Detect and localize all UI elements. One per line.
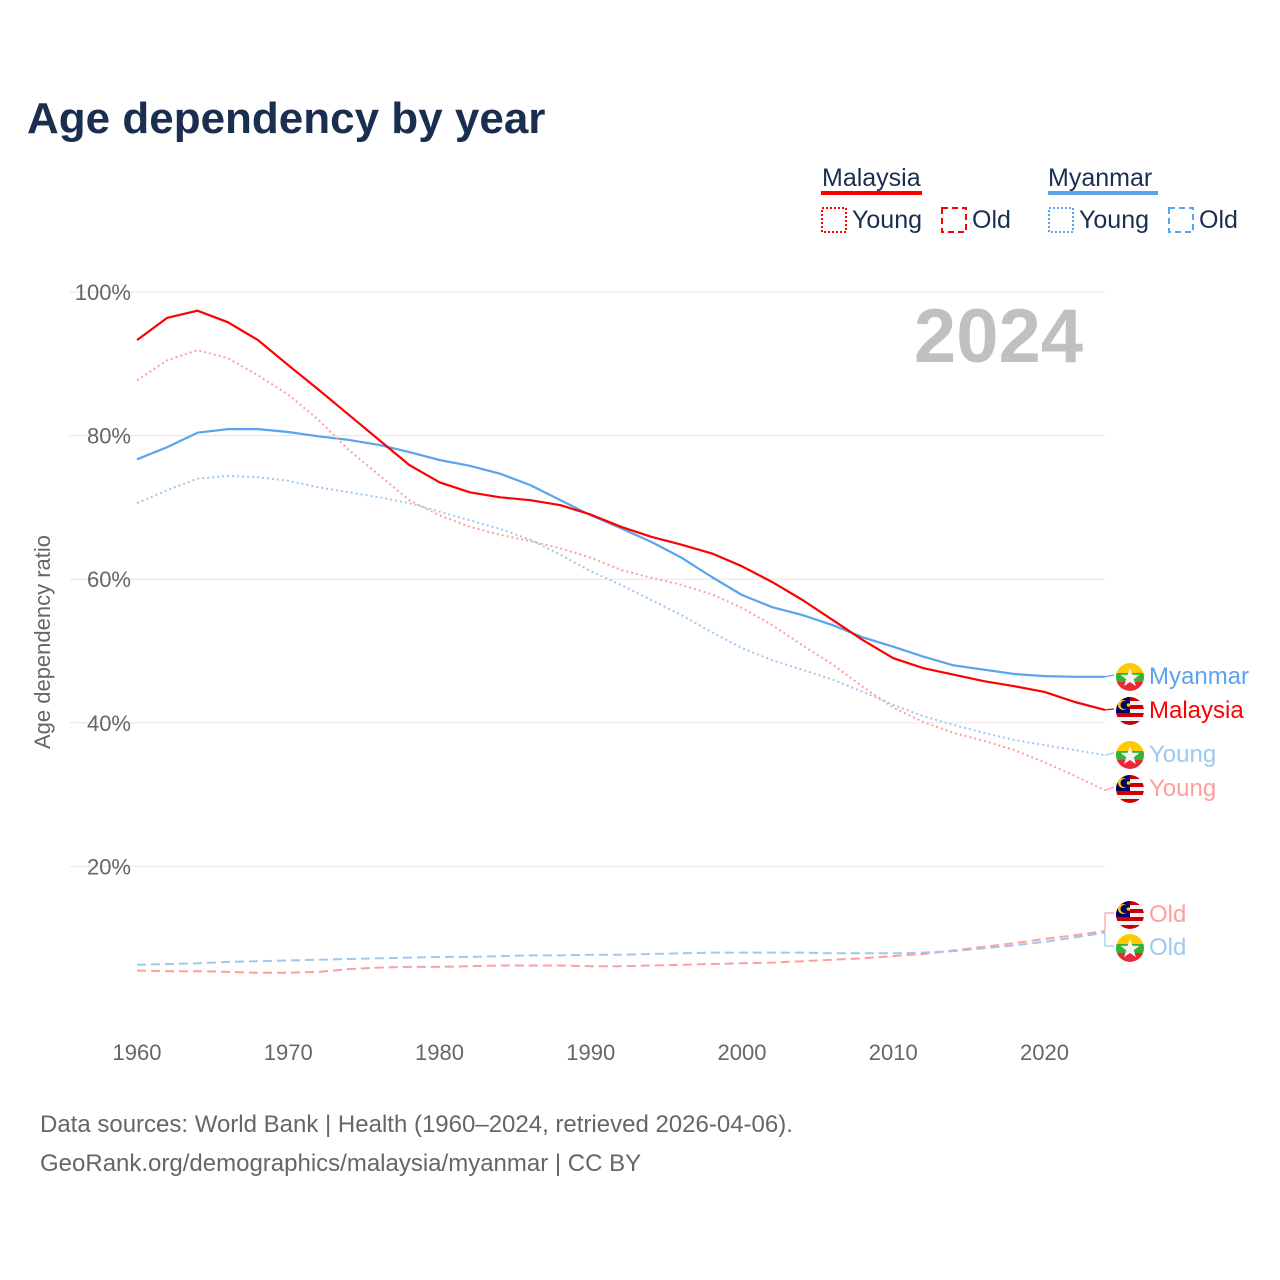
legend-malaysia-old[interactable]: Old xyxy=(972,206,1011,234)
x-tick-label: 2000 xyxy=(718,1040,767,1065)
legend-myanmar-old[interactable]: Old xyxy=(1199,206,1238,234)
series-line-myanmar-old[interactable] xyxy=(136,931,1106,966)
y-tick-label: 40% xyxy=(87,711,131,736)
myanmar-flag-icon xyxy=(1116,741,1144,769)
end-label-myanmar-old: Old xyxy=(1104,932,1186,962)
end-label-myanmar-young: Young xyxy=(1104,741,1216,769)
x-tick-label: 2020 xyxy=(1020,1040,1069,1065)
end-label-text: Old xyxy=(1149,934,1186,961)
label-connector xyxy=(1104,786,1115,791)
series-line-myanmar[interactable] xyxy=(136,428,1105,678)
legend-malaysia[interactable]: Malaysia xyxy=(822,164,921,192)
grid xyxy=(70,291,1105,867)
legend-myanmar-old-swatch xyxy=(1168,207,1194,233)
x-axis: 1960 1970 1980 1990 2000 2010 2020 xyxy=(113,1040,1069,1065)
myanmar-flag-icon xyxy=(1116,663,1144,691)
end-label-myanmar: Myanmar xyxy=(1104,663,1249,691)
legend-malaysia-young[interactable]: Young xyxy=(852,206,922,234)
legend-malaysia-line xyxy=(821,191,922,195)
series-line-malaysia-young[interactable] xyxy=(136,349,1106,792)
end-label-malaysia-old: Old xyxy=(1104,901,1186,932)
legend-myanmar-young-swatch xyxy=(1048,207,1074,233)
x-tick-label: 2010 xyxy=(869,1040,918,1065)
end-label-text: Malaysia xyxy=(1149,697,1244,724)
legend-myanmar[interactable]: Myanmar xyxy=(1048,164,1152,192)
legend-malaysia-young-swatch xyxy=(821,207,847,233)
y-tick-label: 80% xyxy=(87,424,131,449)
end-label-text: Myanmar xyxy=(1149,663,1249,690)
malaysia-flag-icon xyxy=(1116,697,1144,725)
y-tick-label: 20% xyxy=(87,854,131,879)
y-tick-label: 60% xyxy=(87,567,131,592)
label-connector xyxy=(1104,912,1114,932)
malaysia-flag-icon xyxy=(1116,901,1144,929)
malaysia-flag-icon xyxy=(1116,775,1144,803)
myanmar-flag-icon xyxy=(1116,934,1144,962)
label-connector xyxy=(1104,708,1115,711)
y-axis-label: Age dependency ratio xyxy=(30,535,55,749)
label-connector xyxy=(1104,752,1115,756)
series-lines xyxy=(136,309,1106,974)
series-line-myanmar-young[interactable] xyxy=(136,474,1106,757)
end-labels: Myanmar Malaysia Young Young Old Old xyxy=(1104,663,1249,962)
chart-title: Age dependency by year xyxy=(27,94,545,143)
x-tick-label: 1980 xyxy=(415,1040,464,1065)
year-watermark: 2024 xyxy=(914,294,1083,379)
x-tick-label: 1990 xyxy=(566,1040,615,1065)
x-tick-label: 1970 xyxy=(264,1040,313,1065)
end-label-text: Young xyxy=(1149,741,1216,768)
series-line-malaysia[interactable] xyxy=(136,309,1106,711)
legend-malaysia-old-swatch xyxy=(941,207,967,233)
label-connector xyxy=(1104,932,1114,947)
legend: Malaysia Young Old Myanmar Young Old xyxy=(821,164,1238,234)
x-tick-label: 1960 xyxy=(113,1040,162,1065)
end-label-malaysia-young: Young xyxy=(1104,775,1216,803)
source-note: Data sources: World Bank | Health (1960–… xyxy=(40,1111,793,1138)
end-label-malaysia: Malaysia xyxy=(1104,697,1244,725)
end-label-text: Old xyxy=(1149,901,1186,928)
y-axis: 20% 40% 60% 80% 100% xyxy=(75,280,131,879)
series-line-malaysia-old[interactable] xyxy=(136,930,1106,974)
y-tick-label: 100% xyxy=(75,280,131,305)
legend-myanmar-line xyxy=(1048,191,1158,195)
legend-myanmar-young[interactable]: Young xyxy=(1079,206,1149,234)
label-connector xyxy=(1104,674,1115,678)
credit-link[interactable]: GeoRank.org/demographics/malaysia/myanma… xyxy=(40,1150,641,1177)
end-label-text: Young xyxy=(1149,775,1216,802)
